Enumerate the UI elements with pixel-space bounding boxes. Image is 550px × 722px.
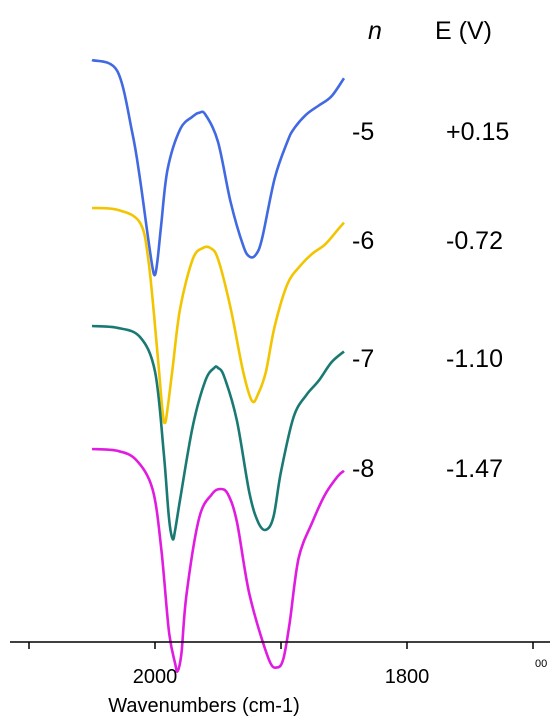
series-labels: n E (V) -5 +0.15 -6 -0.72 -7 -1.10 -8 -1.47 <box>352 17 509 483</box>
x-tick-label: 2000 <box>133 666 178 688</box>
spectra-group <box>91 58 346 673</box>
spectrum-line-nminus8 <box>91 447 345 673</box>
series-n-label: -8 <box>352 455 374 483</box>
spectrum-line-nminus5 <box>91 58 346 277</box>
series-potential-label: -1.47 <box>446 455 503 483</box>
x-axis-title: Wavenumbers (cm-1) <box>108 695 300 717</box>
series-potential-label: -1.10 <box>446 345 503 373</box>
spectrum-line-nminus6 <box>91 206 345 425</box>
x-tick-label: 1800 <box>385 666 430 688</box>
x-axis: 2000 1800 00 <box>10 641 550 688</box>
series-n-label: -6 <box>352 227 374 255</box>
header-e: E (V) <box>435 17 492 45</box>
header-n: n <box>368 17 382 45</box>
series-n-label: -5 <box>352 118 374 146</box>
series-potential-label: -0.72 <box>446 227 503 255</box>
series-n-label: -7 <box>352 345 374 373</box>
series-potential-label: +0.15 <box>446 118 509 146</box>
x-tick-label: 00 <box>535 658 547 670</box>
spectrum-line-nminus7 <box>91 324 345 541</box>
